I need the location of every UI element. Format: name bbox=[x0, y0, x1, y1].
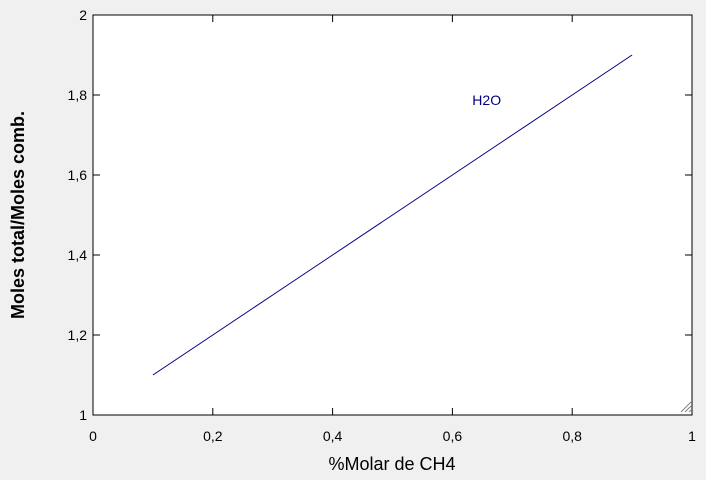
y-axis-title: Moles total/Moles comb. bbox=[8, 111, 28, 319]
x-tick-label: 1 bbox=[688, 428, 696, 444]
x-tick-label: 0,6 bbox=[443, 428, 463, 444]
series-label: H2O bbox=[472, 92, 501, 108]
x-tick-label: 0,2 bbox=[203, 428, 223, 444]
resize-grip[interactable] bbox=[680, 401, 692, 413]
line-series bbox=[152, 54, 633, 376]
y-tick-label: 1 bbox=[79, 407, 87, 423]
y-tick-label: 2 bbox=[79, 7, 87, 23]
x-tick-label: 0 bbox=[89, 428, 97, 444]
y-tick-label: 1,8 bbox=[68, 87, 88, 103]
y-tick-label: 1,6 bbox=[68, 167, 88, 183]
y-tick-label: 1,4 bbox=[68, 247, 88, 263]
x-tick-label: 0,4 bbox=[323, 428, 343, 444]
y-tick-label: 1,2 bbox=[68, 327, 88, 343]
x-tick-label: 0,8 bbox=[562, 428, 582, 444]
x-axis-title: %Molar de CH4 bbox=[328, 454, 455, 474]
